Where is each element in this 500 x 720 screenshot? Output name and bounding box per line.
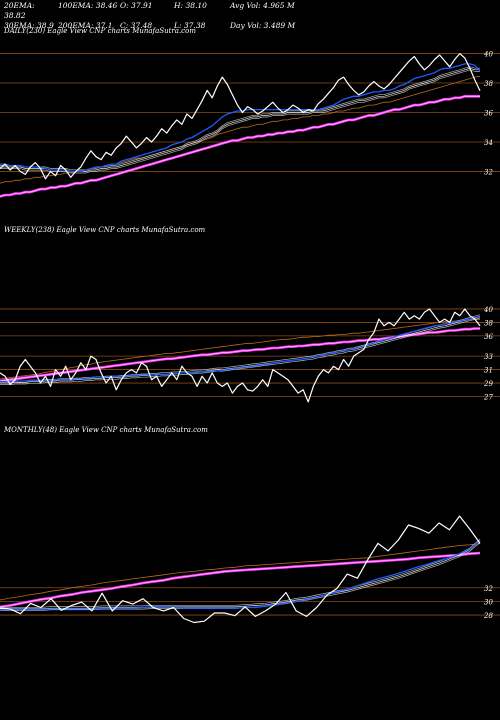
stat-ema200: 200EMA: 37.1 xyxy=(58,21,113,30)
daily-ema30-line xyxy=(0,66,480,171)
weekly-ema30-line xyxy=(0,317,481,385)
weekly-panel-label: WEEKLY(238) Eagle View CNP charts Munafa… xyxy=(4,226,206,234)
weekly-ytick-label: 36 xyxy=(484,333,493,341)
stat-day-volume: Day Vol: 3.489 M xyxy=(230,21,296,30)
daily-ema20-line xyxy=(0,63,481,173)
daily-ema30-line xyxy=(0,69,480,174)
monthly-ytick-label: 32 xyxy=(484,585,493,593)
monthly-ema100-line xyxy=(0,543,481,601)
stat-ema100: 100EMA: 38.46 xyxy=(58,1,118,10)
stat-low: L: 37.38 xyxy=(174,21,206,30)
monthly-ema200-line xyxy=(0,551,481,609)
daily-ytick-label: 32 xyxy=(484,168,493,176)
monthly-panel-label: MONTHLY(48) Eagle View CNP charts Munafa… xyxy=(4,426,208,434)
daily-panel-label: DAILY(230) Eagle View CNP charts MunafaS… xyxy=(4,27,196,35)
daily-price-line xyxy=(0,52,481,180)
stat-close: C: 37.48 xyxy=(120,21,153,30)
monthly-ema20-line xyxy=(0,540,481,611)
weekly-price-line xyxy=(0,308,481,403)
stat-ema20: 20EMA: 38.82 xyxy=(4,1,35,20)
monthly-ema30-line xyxy=(0,540,481,610)
daily-ema100-line xyxy=(0,75,481,184)
monthly-ytick-label: 28 xyxy=(483,612,493,620)
daily-ytick-label: 40 xyxy=(483,51,493,59)
stat-open: O: 37.91 xyxy=(120,1,153,10)
stat-high: H: 38.10 xyxy=(174,1,207,10)
stat-ema30: 30EMA: 38.9 xyxy=(4,21,54,30)
weekly-ytick-label: 38 xyxy=(484,319,493,327)
stats-row-2: 30EMA: 38.9 200EMA: 37.1 C: 37.48 L: 37.… xyxy=(4,21,304,31)
stats-row-1: 20EMA: 38.82 100EMA: 38.46 O: 37.91 H: 3… xyxy=(4,1,304,21)
weekly-ema20-line xyxy=(0,316,481,383)
weekly-ytick-label: 31 xyxy=(484,367,493,375)
weekly-ytick-label: 33 xyxy=(484,353,493,361)
weekly-ytick-label: 27 xyxy=(483,394,493,402)
monthly-ema30-line xyxy=(0,538,481,608)
monthly-ytick-label: 30 xyxy=(484,598,493,606)
daily-ytick-label: 36 xyxy=(484,110,493,118)
weekly-ema100-line xyxy=(0,318,481,380)
daily-ema200-highlight xyxy=(0,96,480,197)
daily-ema30-line xyxy=(0,67,480,172)
daily-ytick-label: 34 xyxy=(484,139,493,147)
weekly-ytick-label: 29 xyxy=(483,380,493,388)
stat-avg-volume: Avg Vol: 4.965 M xyxy=(230,1,295,10)
weekly-ema200-highlight xyxy=(0,328,480,382)
monthly-price-line xyxy=(0,515,481,624)
daily-ytick-label: 38 xyxy=(484,80,493,88)
monthly-ema200-highlight xyxy=(0,552,481,608)
weekly-ytick-label: 40 xyxy=(483,306,493,314)
stats-header: 20EMA: 38.82 100EMA: 38.46 O: 37.91 H: 3… xyxy=(4,1,304,31)
